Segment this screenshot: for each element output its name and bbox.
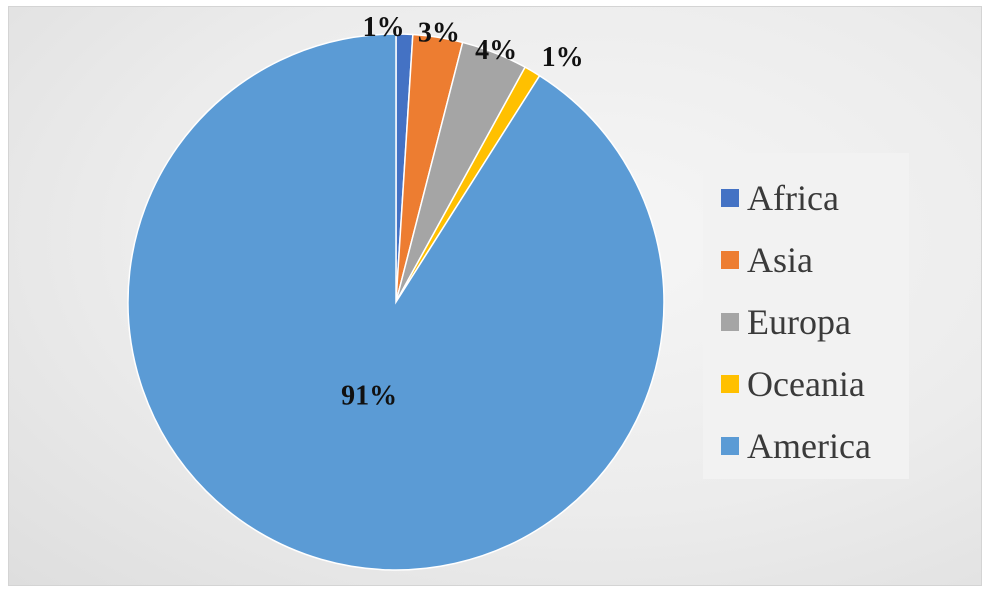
- data-label-africa: 1%: [363, 12, 405, 43]
- pie-slice-america: [127, 33, 665, 571]
- data-label-asia: 3%: [418, 17, 460, 48]
- chart-legend: Africa Asia Europa Oceania America: [703, 153, 909, 479]
- legend-swatch: [721, 189, 739, 207]
- legend-swatch: [721, 313, 739, 331]
- legend-item-europa: Europa: [721, 291, 909, 353]
- legend-label: Africa: [747, 178, 839, 218]
- data-label-europa: 4%: [475, 35, 517, 66]
- legend-label: America: [747, 426, 871, 466]
- pie-chart: 1% 3% 4% 1% 91%: [127, 12, 665, 571]
- legend-swatch: [721, 251, 739, 269]
- legend-item-america: America: [721, 415, 909, 477]
- legend-label: Oceania: [747, 364, 865, 404]
- data-label-oceania: 1%: [542, 42, 584, 73]
- legend-item-asia: Asia: [721, 229, 909, 291]
- legend-item-oceania: Oceania: [721, 353, 909, 415]
- chart-area: 1% 3% 4% 1% 91% Africa Asia Europa Oceania A…: [8, 6, 982, 586]
- legend-item-africa: Africa: [721, 167, 909, 229]
- legend-label: Europa: [747, 302, 851, 342]
- legend-swatch: [721, 375, 739, 393]
- legend-label: Asia: [747, 240, 813, 280]
- data-label-america: 91%: [341, 381, 397, 412]
- legend-swatch: [721, 437, 739, 455]
